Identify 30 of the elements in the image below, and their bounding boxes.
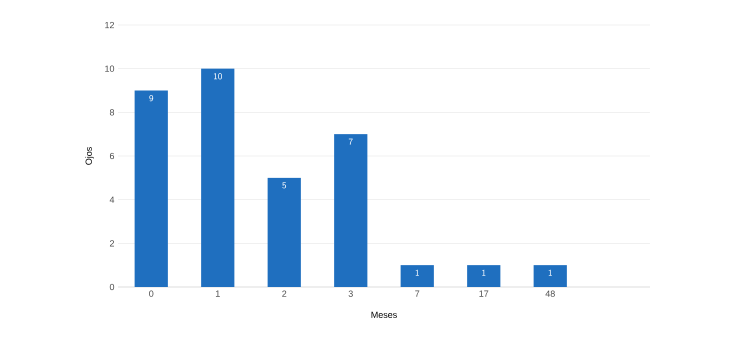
bar [334,134,368,287]
y-tick-label: 12 [105,22,114,28]
x-tick-label: 2 [282,290,286,297]
bar [268,178,301,287]
x-tick-label: 1 [216,290,220,297]
x-tick-label: 7 [415,290,420,297]
x-axis-title: Meses [372,312,397,318]
x-tick-label: 3 [348,290,353,297]
data-label: 1 [416,270,419,276]
y-tick-label: 10 [105,65,114,72]
y-tick-label: 2 [110,240,114,246]
y-tick-label: 8 [110,109,114,116]
data-label: 9 [149,95,154,102]
y-tick-label: 0 [110,284,114,290]
x-tick-label: 17 [479,290,488,297]
y-tick-label: 6 [110,152,114,160]
bar [134,90,168,287]
data-label: 1 [548,270,552,276]
bar [400,265,434,287]
bar [534,265,567,287]
y-tick-label: 4 [110,196,114,203]
data-label: 10 [214,73,222,80]
data-label: 1 [482,270,486,276]
y-axis-title: Ojos [85,147,94,165]
bar [467,265,500,287]
bar [201,68,234,287]
x-tick-label: 48 [545,290,555,297]
x-tick-label: 0 [149,290,154,297]
data-label: 7 [348,138,353,145]
data-label: 5 [282,182,286,188]
